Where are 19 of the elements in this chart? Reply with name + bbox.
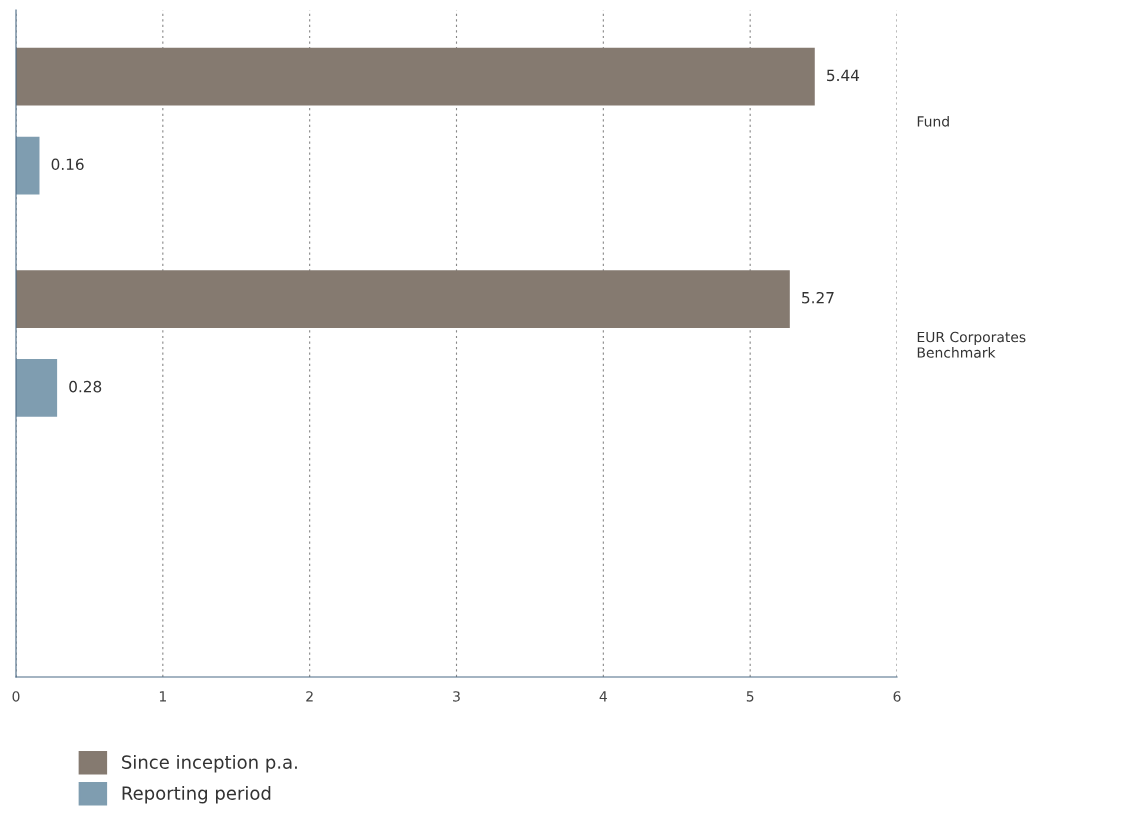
bar [16,359,58,417]
x-tick-label: 1 [159,691,166,702]
x-tick-label: 3 [453,691,460,702]
x-tick-label: 0 [12,691,20,702]
x-tick-label: 6 [893,691,901,702]
x-tick-label: 2 [306,691,313,702]
bar [16,270,790,328]
legend-label: Since inception p.a. [122,754,297,773]
y-tick-label: Fund [917,115,949,127]
bar [16,136,40,195]
x-tick-label: 4 [599,691,607,702]
data-label: 0.16 [51,158,84,171]
data-label: 5.44 [827,69,860,82]
bar [16,47,815,106]
legend-label: Reporting period [122,785,271,804]
y-tick-label: EUR Corporates Benchmark [917,331,1026,358]
data-label: 5.27 [802,291,834,304]
data-label: 0.28 [69,380,102,393]
x-tick-label: 5 [746,691,754,702]
